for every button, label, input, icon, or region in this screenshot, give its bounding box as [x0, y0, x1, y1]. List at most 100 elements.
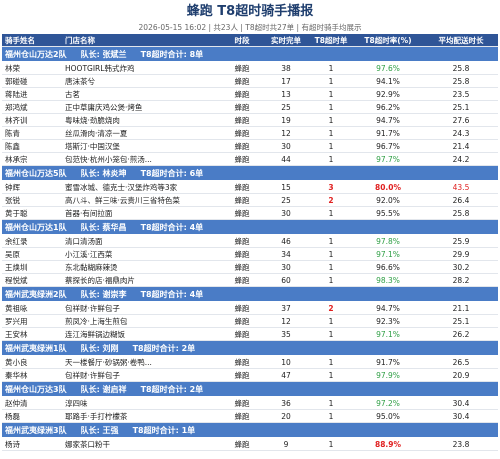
rider-row: 钟辉 蜜雪冰城、德克士·汉堡炸鸡等3家 蜂跑 15 3 80.0% 43.5 — [2, 180, 498, 194]
group-total: T8超时合计: 8单 — [140, 49, 204, 59]
cell: 30 — [262, 260, 310, 274]
cell: 26.2 — [424, 327, 498, 341]
cell: 粤味烧·劲脆烧肉 — [62, 113, 222, 127]
cell: 19 — [262, 113, 310, 127]
cell: 35 — [262, 327, 310, 341]
group-team: 福州仓山万达5队 — [5, 168, 67, 178]
cell: 25.8 — [424, 74, 498, 88]
cell: 95.5% — [352, 206, 424, 220]
group-cell: 福州武夷绿洲2队 队长: 谢崇李 T8超时合计: 4单 — [2, 286, 498, 302]
cell: 91.7% — [352, 126, 424, 140]
rider-row: 吴原 小江溪·江西菜 蜂跑 34 1 97.1% 29.9 — [2, 247, 498, 261]
cell: 20 — [262, 409, 310, 423]
group-captain: 队长: 王强 — [80, 425, 119, 435]
cell: 高八斗、鲜三味·云贵川三省特色菜 — [62, 193, 222, 207]
cell: 26.4 — [424, 193, 498, 207]
cell: 37 — [262, 301, 310, 315]
rider-row: 杨磊 耶路手·手打柠檬茶 蜂跑 20 1 95.0% 30.4 — [2, 409, 498, 423]
rider-row: 赵仲清 淳四味 蜂跑 36 1 97.2% 30.4 — [2, 396, 498, 410]
rider-row: 林承宗 包范快·杭州小笼包·煎汤... 蜂跑 44 1 97.7% 24.2 — [2, 152, 498, 166]
cell: 吴原 — [2, 247, 62, 261]
cell: 1 — [310, 327, 352, 341]
cell: 21.4 — [424, 139, 498, 153]
cell: 97.8% — [352, 234, 424, 248]
cell: 古茗 — [62, 87, 222, 101]
cell: 蜂跑 — [222, 206, 262, 220]
rider-row: 秦华林 包祥财·许鲜包子 蜂跑 47 1 97.9% 20.9 — [2, 368, 498, 382]
cell: 29.9 — [424, 247, 498, 261]
cell: 郭碰碰 — [2, 74, 62, 88]
cell: 蜂跑 — [222, 437, 262, 451]
cell: 蜂跑 — [222, 100, 262, 114]
cell: 25.8 — [424, 61, 498, 75]
cell: 30.2 — [424, 260, 498, 274]
cell: 杨磊 — [2, 409, 62, 423]
cell: 1 — [310, 260, 352, 274]
cell: 98.3% — [352, 273, 424, 287]
cell: 包祥财·许鲜包子 — [62, 368, 222, 382]
group-row: 福州武夷绿洲1队 队长: 刘刚 T8超时合计: 2单 — [2, 340, 498, 356]
cell: 1 — [310, 234, 352, 248]
cell: 96.7% — [352, 139, 424, 153]
cell: 23.5 — [424, 87, 498, 101]
cell: 28.2 — [424, 273, 498, 287]
cell: 蜂跑 — [222, 409, 262, 423]
group-team: 福州仓山万达2队 — [5, 49, 67, 59]
rider-row: 程悦斌 蔡探长的店·福鼎肉片 蜂跑 60 1 98.3% 28.2 — [2, 273, 498, 287]
cell: 17 — [262, 74, 310, 88]
cell: 罗兴用 — [2, 314, 62, 328]
cell: 3 — [310, 180, 352, 194]
group-row: 福州仓山万达1队 队长: 蔡华昌 T8超时合计: 4单 — [2, 219, 498, 235]
column-header: 门店名称 — [62, 34, 222, 47]
cell: 1 — [310, 437, 352, 451]
cell: 88.9% — [352, 437, 424, 451]
rider-row: 郑鸿斌 正中草庸庆鸡公煲·烤鱼 蜂跑 25 1 96.2% 25.1 — [2, 100, 498, 114]
header-row: 骑手姓名 门店名称 时段 实时完单 T8超时单 T8超时率(%) 平均配送时长 — [2, 34, 498, 47]
column-header: 时段 — [222, 34, 262, 47]
column-header: 实时完单 — [262, 34, 310, 47]
cell: 1 — [310, 61, 352, 75]
cell: 小江溪·江西菜 — [62, 247, 222, 261]
cell: 24.3 — [424, 126, 498, 140]
cell: 1 — [310, 409, 352, 423]
table-body: 福州仓山万达2队 队长: 张斌兰 T8超时合计: 8单 林荣 HOOTGIRL韩式炸鸡蜂… — [2, 46, 498, 451]
cell: 21.1 — [424, 301, 498, 315]
cell: 1 — [310, 74, 352, 88]
cell: 蜂跑 — [222, 301, 262, 315]
group-team: 福州武夷绿洲3队 — [5, 425, 67, 435]
cell: 郑鸿斌 — [2, 100, 62, 114]
cell: 塔斯汀·中国汉堡 — [62, 139, 222, 153]
cell: 94.1% — [352, 74, 424, 88]
cell: 蜂跑 — [222, 152, 262, 166]
group-cell: 福州仓山万达3队 队长: 谢启祥 T8超时合计: 2单 — [2, 381, 498, 397]
cell: 林齐训 — [2, 113, 62, 127]
cell: 蜂跑 — [222, 273, 262, 287]
cell: 30.4 — [424, 396, 498, 410]
report-table: 骑手姓名 门店名称 时段 实时完单 T8超时单 T8超时率(%) 平均配送时长 福州仓山万达… — [2, 34, 498, 451]
group-captain: 队长: 蔡华昌 — [80, 222, 127, 232]
cell: 46 — [262, 234, 310, 248]
group-total: T8超时合计: 6单 — [140, 168, 204, 178]
group-cell: 福州仓山万达1队 队长: 蔡华昌 T8超时合计: 4单 — [2, 219, 498, 235]
cell: 23.8 — [424, 437, 498, 451]
rider-row: 陈青 丝瓜滑肉·清凉一夏 蜂跑 12 1 91.7% 24.3 — [2, 126, 498, 140]
cell: 张锐 — [2, 193, 62, 207]
cell: 蒋陆进 — [2, 87, 62, 101]
cell: 陈青 — [2, 126, 62, 140]
cell: 27.6 — [424, 113, 498, 127]
cell: 蜂跑 — [222, 260, 262, 274]
cell: 林荣 — [2, 61, 62, 75]
cell: 蔡探长的店·福鼎肉片 — [62, 273, 222, 287]
cell: 娜家茶口粉干 — [62, 437, 222, 451]
cell: 陈鑫 — [2, 139, 62, 153]
cell: 黄祖咏 — [2, 301, 62, 315]
rider-row: 罗兴用 煎凤冷·上海生煎包 蜂跑 12 1 92.3% 25.1 — [2, 314, 498, 328]
group-total: T8超时合计: 4单 — [140, 289, 204, 299]
group-captain: 队长: 谢崇李 — [80, 289, 127, 299]
cell: 12 — [262, 126, 310, 140]
cell: 1 — [310, 355, 352, 369]
group-total: T8超时合计: 2单 — [140, 384, 204, 394]
cell: 94.7% — [352, 301, 424, 315]
cell: 杨诗 — [2, 437, 62, 451]
group-team: 福州武夷绿洲2队 — [5, 289, 67, 299]
